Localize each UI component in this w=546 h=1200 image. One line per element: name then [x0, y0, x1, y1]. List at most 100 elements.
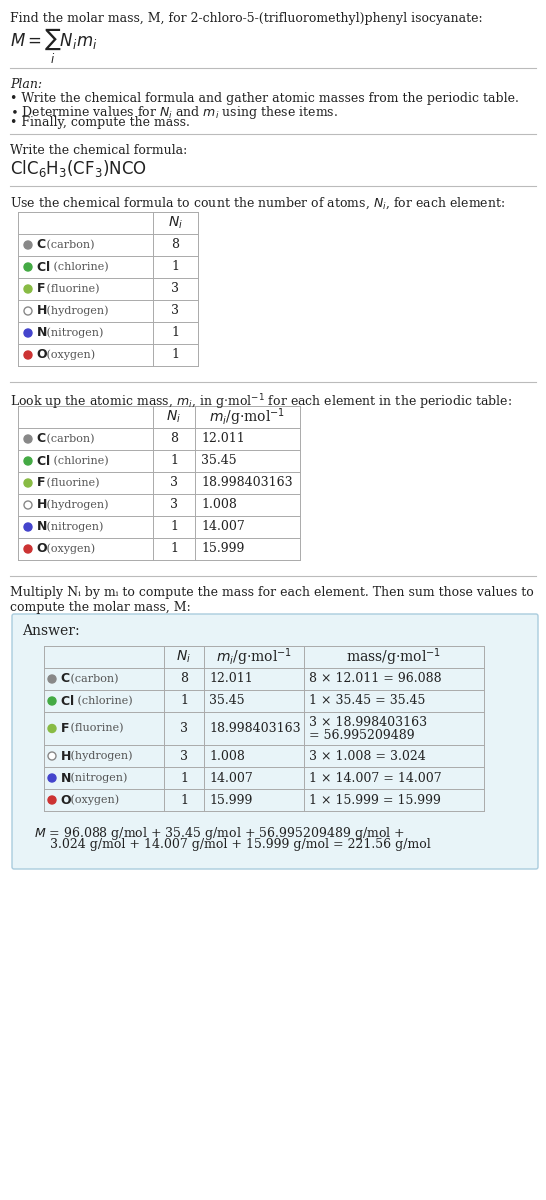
Text: $\bf{C}$: $\bf{C}$ [36, 432, 46, 445]
Text: 35.45: 35.45 [201, 455, 236, 468]
Text: (fluorine): (fluorine) [43, 284, 99, 294]
Text: 1: 1 [170, 455, 178, 468]
FancyBboxPatch shape [12, 614, 538, 869]
Text: $\mathrm{ClC_6H_3(CF_3)NCO}$: $\mathrm{ClC_6H_3(CF_3)NCO}$ [10, 158, 147, 179]
Text: (fluorine): (fluorine) [43, 478, 99, 488]
Text: 3: 3 [180, 722, 188, 734]
Circle shape [48, 725, 56, 732]
Text: $\bf{O}$: $\bf{O}$ [36, 348, 48, 361]
Text: 8: 8 [170, 432, 178, 445]
Text: $m_i$/g$\cdot$mol$^{-1}$: $m_i$/g$\cdot$mol$^{-1}$ [210, 406, 286, 427]
Text: mass/g$\cdot$mol$^{-1}$: mass/g$\cdot$mol$^{-1}$ [347, 646, 442, 667]
Circle shape [24, 545, 32, 553]
Text: (chlorine): (chlorine) [74, 696, 133, 706]
Text: $\bf{O}$: $\bf{O}$ [36, 542, 48, 556]
Text: 15.999: 15.999 [209, 793, 252, 806]
Circle shape [24, 307, 32, 314]
Text: 18.998403163: 18.998403163 [209, 722, 301, 734]
Text: $\bf{Cl}$: $\bf{Cl}$ [60, 694, 74, 708]
Text: (hydrogen): (hydrogen) [43, 499, 109, 510]
Text: Answer:: Answer: [22, 624, 80, 638]
Text: 8: 8 [180, 672, 188, 685]
Text: 1: 1 [171, 260, 180, 274]
Text: 1 × 35.45 = 35.45: 1 × 35.45 = 35.45 [309, 695, 425, 708]
Text: $N_i$: $N_i$ [176, 649, 192, 665]
Text: (hydrogen): (hydrogen) [67, 751, 133, 761]
Text: $\bf{N}$: $\bf{N}$ [60, 772, 71, 785]
Text: $M$ = 96.088 g/mol + 35.45 g/mol + 56.995209489 g/mol +: $M$ = 96.088 g/mol + 35.45 g/mol + 56.99… [34, 826, 405, 842]
Text: 1: 1 [180, 793, 188, 806]
Text: • Finally, compute the mass.: • Finally, compute the mass. [10, 116, 190, 128]
Text: 1: 1 [171, 348, 180, 361]
Circle shape [24, 329, 32, 337]
Text: (chlorine): (chlorine) [50, 456, 109, 466]
Text: $\bf{C}$: $\bf{C}$ [60, 672, 70, 685]
Text: • Write the chemical formula and gather atomic masses from the periodic table.: • Write the chemical formula and gather … [10, 92, 519, 104]
Text: Look up the atomic mass, $m_i$, in g$\cdot$mol$^{-1}$ for each element in the pe: Look up the atomic mass, $m_i$, in g$\cd… [10, 392, 512, 412]
Text: $\bf{F}$: $\bf{F}$ [36, 282, 45, 295]
Text: 1: 1 [170, 521, 178, 534]
Text: (nitrogen): (nitrogen) [43, 522, 103, 533]
Circle shape [24, 434, 32, 443]
Text: 3 × 1.008 = 3.024: 3 × 1.008 = 3.024 [309, 750, 426, 762]
Text: $\bf{Cl}$: $\bf{Cl}$ [36, 454, 50, 468]
Circle shape [24, 284, 32, 293]
Text: $\bf{N}$: $\bf{N}$ [36, 521, 48, 534]
Text: 1 × 14.007 = 14.007: 1 × 14.007 = 14.007 [309, 772, 442, 785]
Circle shape [48, 796, 56, 804]
Text: $\bullet$ Determine values for $N_i$ and $m_i$ using these items.: $\bullet$ Determine values for $N_i$ and… [10, 104, 338, 121]
Text: 12.011: 12.011 [209, 672, 253, 685]
Circle shape [24, 241, 32, 248]
Text: 1: 1 [180, 695, 188, 708]
Circle shape [24, 350, 32, 359]
Text: 14.007: 14.007 [201, 521, 245, 534]
Text: 3: 3 [170, 498, 178, 511]
Text: $\bf{N}$: $\bf{N}$ [36, 326, 48, 340]
Circle shape [24, 263, 32, 271]
Text: 3: 3 [171, 305, 180, 318]
Text: 3: 3 [171, 282, 180, 295]
Text: 1: 1 [171, 326, 180, 340]
Text: 14.007: 14.007 [209, 772, 253, 785]
Text: Plan:: Plan: [10, 78, 42, 91]
Text: Multiply Nᵢ by mᵢ to compute the mass for each element. Then sum those values to: Multiply Nᵢ by mᵢ to compute the mass fo… [10, 586, 534, 614]
Circle shape [24, 479, 32, 487]
Text: 8: 8 [171, 239, 180, 252]
Text: $N_i$: $N_i$ [168, 215, 183, 232]
Text: 8 × 12.011 = 96.088: 8 × 12.011 = 96.088 [309, 672, 442, 685]
Text: 1: 1 [180, 772, 188, 785]
Text: (carbon): (carbon) [43, 434, 94, 444]
Text: $N_i$: $N_i$ [167, 409, 181, 425]
Text: 1.008: 1.008 [201, 498, 237, 511]
Circle shape [48, 697, 56, 704]
Text: 3: 3 [170, 476, 178, 490]
Circle shape [48, 752, 56, 760]
Text: 1: 1 [170, 542, 178, 556]
Text: (oxygen): (oxygen) [67, 794, 119, 805]
Circle shape [24, 502, 32, 509]
Text: (carbon): (carbon) [43, 240, 94, 250]
Text: 35.45: 35.45 [209, 695, 245, 708]
Text: $\bf{H}$: $\bf{H}$ [36, 498, 48, 511]
Text: (hydrogen): (hydrogen) [43, 306, 109, 317]
Text: $\bf{F}$: $\bf{F}$ [36, 476, 45, 490]
Text: = 56.995209489: = 56.995209489 [309, 728, 414, 742]
Text: 1 × 15.999 = 15.999: 1 × 15.999 = 15.999 [309, 793, 441, 806]
Text: $\bf{Cl}$: $\bf{Cl}$ [36, 260, 50, 274]
Text: Find the molar mass, M, for 2-chloro-5-(trifluoromethyl)phenyl isocyanate:: Find the molar mass, M, for 2-chloro-5-(… [10, 12, 483, 25]
Text: $M = \sum_i N_i m_i$: $M = \sum_i N_i m_i$ [10, 26, 97, 66]
Text: Use the chemical formula to count the number of atoms, $N_i$, for each element:: Use the chemical formula to count the nu… [10, 196, 505, 211]
Text: 3 × 18.998403163: 3 × 18.998403163 [309, 716, 427, 728]
Text: 15.999: 15.999 [201, 542, 245, 556]
Text: 1.008: 1.008 [209, 750, 245, 762]
Text: (chlorine): (chlorine) [50, 262, 109, 272]
Text: (fluorine): (fluorine) [67, 724, 123, 733]
Text: (carbon): (carbon) [67, 674, 118, 684]
Text: $m_i$/g$\cdot$mol$^{-1}$: $m_i$/g$\cdot$mol$^{-1}$ [216, 646, 292, 667]
Text: Write the chemical formula:: Write the chemical formula: [10, 144, 187, 157]
Text: (oxygen): (oxygen) [43, 544, 95, 554]
Text: 12.011: 12.011 [201, 432, 245, 445]
Text: (nitrogen): (nitrogen) [43, 328, 103, 338]
Circle shape [24, 523, 32, 530]
Circle shape [48, 774, 56, 782]
